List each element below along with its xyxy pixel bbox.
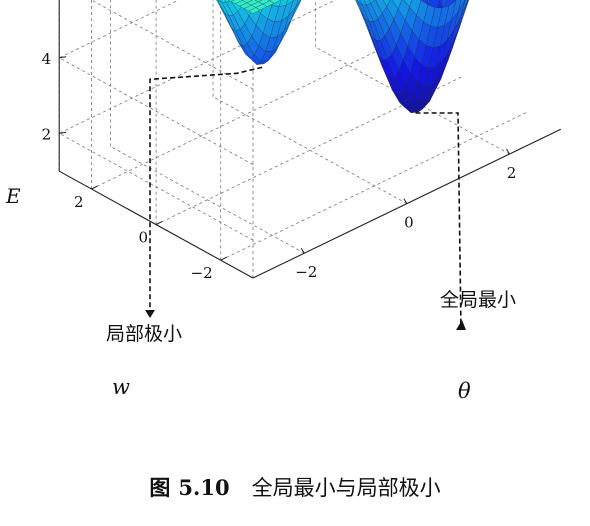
- local-min-arrow: [149, 66, 263, 312]
- theta-tick-label: 0: [404, 214, 414, 232]
- caption-label: 图: [149, 475, 171, 500]
- surface-cell: [363, 0, 372, 6]
- surface-cell: [224, 0, 231, 3]
- surface-cell: [427, 0, 430, 5]
- theta-tick: [403, 198, 408, 204]
- surface-cell: [218, 0, 223, 3]
- plot-box-back: [58, 0, 529, 278]
- z-tick-label: 2: [42, 125, 52, 143]
- w-tick: [91, 185, 98, 190]
- axis-ticks: 24681012141620−2−202: [42, 50, 517, 282]
- w-tick-label: 0: [139, 229, 149, 247]
- figure-caption: 图 5.10 全局最小与局部极小: [0, 472, 590, 502]
- surface-cell: [248, 7, 261, 14]
- theta-tick: [506, 148, 510, 155]
- surface-plot: 24681012141620−2−202 E w θ 局部极小 全局最小: [5, 0, 562, 403]
- z-tick: [59, 56, 67, 59]
- surface-cell: [356, 0, 363, 5]
- z-gridline: [58, 0, 337, 241]
- theta-axis-label: θ: [458, 379, 471, 403]
- surface-cell: [228, 0, 235, 2]
- w-tick-label: 2: [74, 193, 84, 211]
- local-min-arrowhead: [145, 310, 155, 318]
- z-tick-label: 4: [42, 50, 52, 68]
- w-tick: [220, 256, 227, 261]
- theta-tick-label: 2: [507, 164, 517, 182]
- surface-cell: [356, 0, 358, 2]
- annotation-arrows: [145, 66, 466, 331]
- caption-text: 全局最小与局部极小: [251, 476, 441, 500]
- w-tick-label: −2: [191, 264, 213, 282]
- w-tick: [155, 221, 163, 226]
- floor-gridline: [91, 39, 400, 190]
- surface-cell: [382, 0, 391, 7]
- z-gridline: [58, 0, 254, 165]
- z-tick: [59, 131, 67, 134]
- global-min-arrow: [415, 112, 462, 331]
- surface-cell: [267, 0, 272, 2]
- theta-tick-label: −2: [295, 263, 317, 281]
- global-min-arrowhead: [456, 320, 466, 330]
- w-axis-label: w: [112, 375, 130, 399]
- local-min-label: 局部极小: [106, 323, 182, 345]
- plot-box-front: [58, 0, 562, 279]
- global-min-label: 全局最小: [440, 289, 516, 311]
- surface-cell: [403, 0, 413, 8]
- z-axis-label: E: [5, 184, 21, 208]
- surface-cell: [369, 0, 375, 4]
- energy-surface: [216, 0, 470, 114]
- theta-tick: [300, 247, 305, 254]
- z-gridline: [90, 0, 254, 90]
- caption-number: 5.10: [178, 475, 230, 500]
- surface-cell: [392, 0, 402, 10]
